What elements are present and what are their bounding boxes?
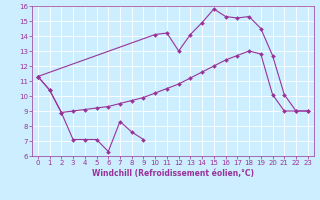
- X-axis label: Windchill (Refroidissement éolien,°C): Windchill (Refroidissement éolien,°C): [92, 169, 254, 178]
